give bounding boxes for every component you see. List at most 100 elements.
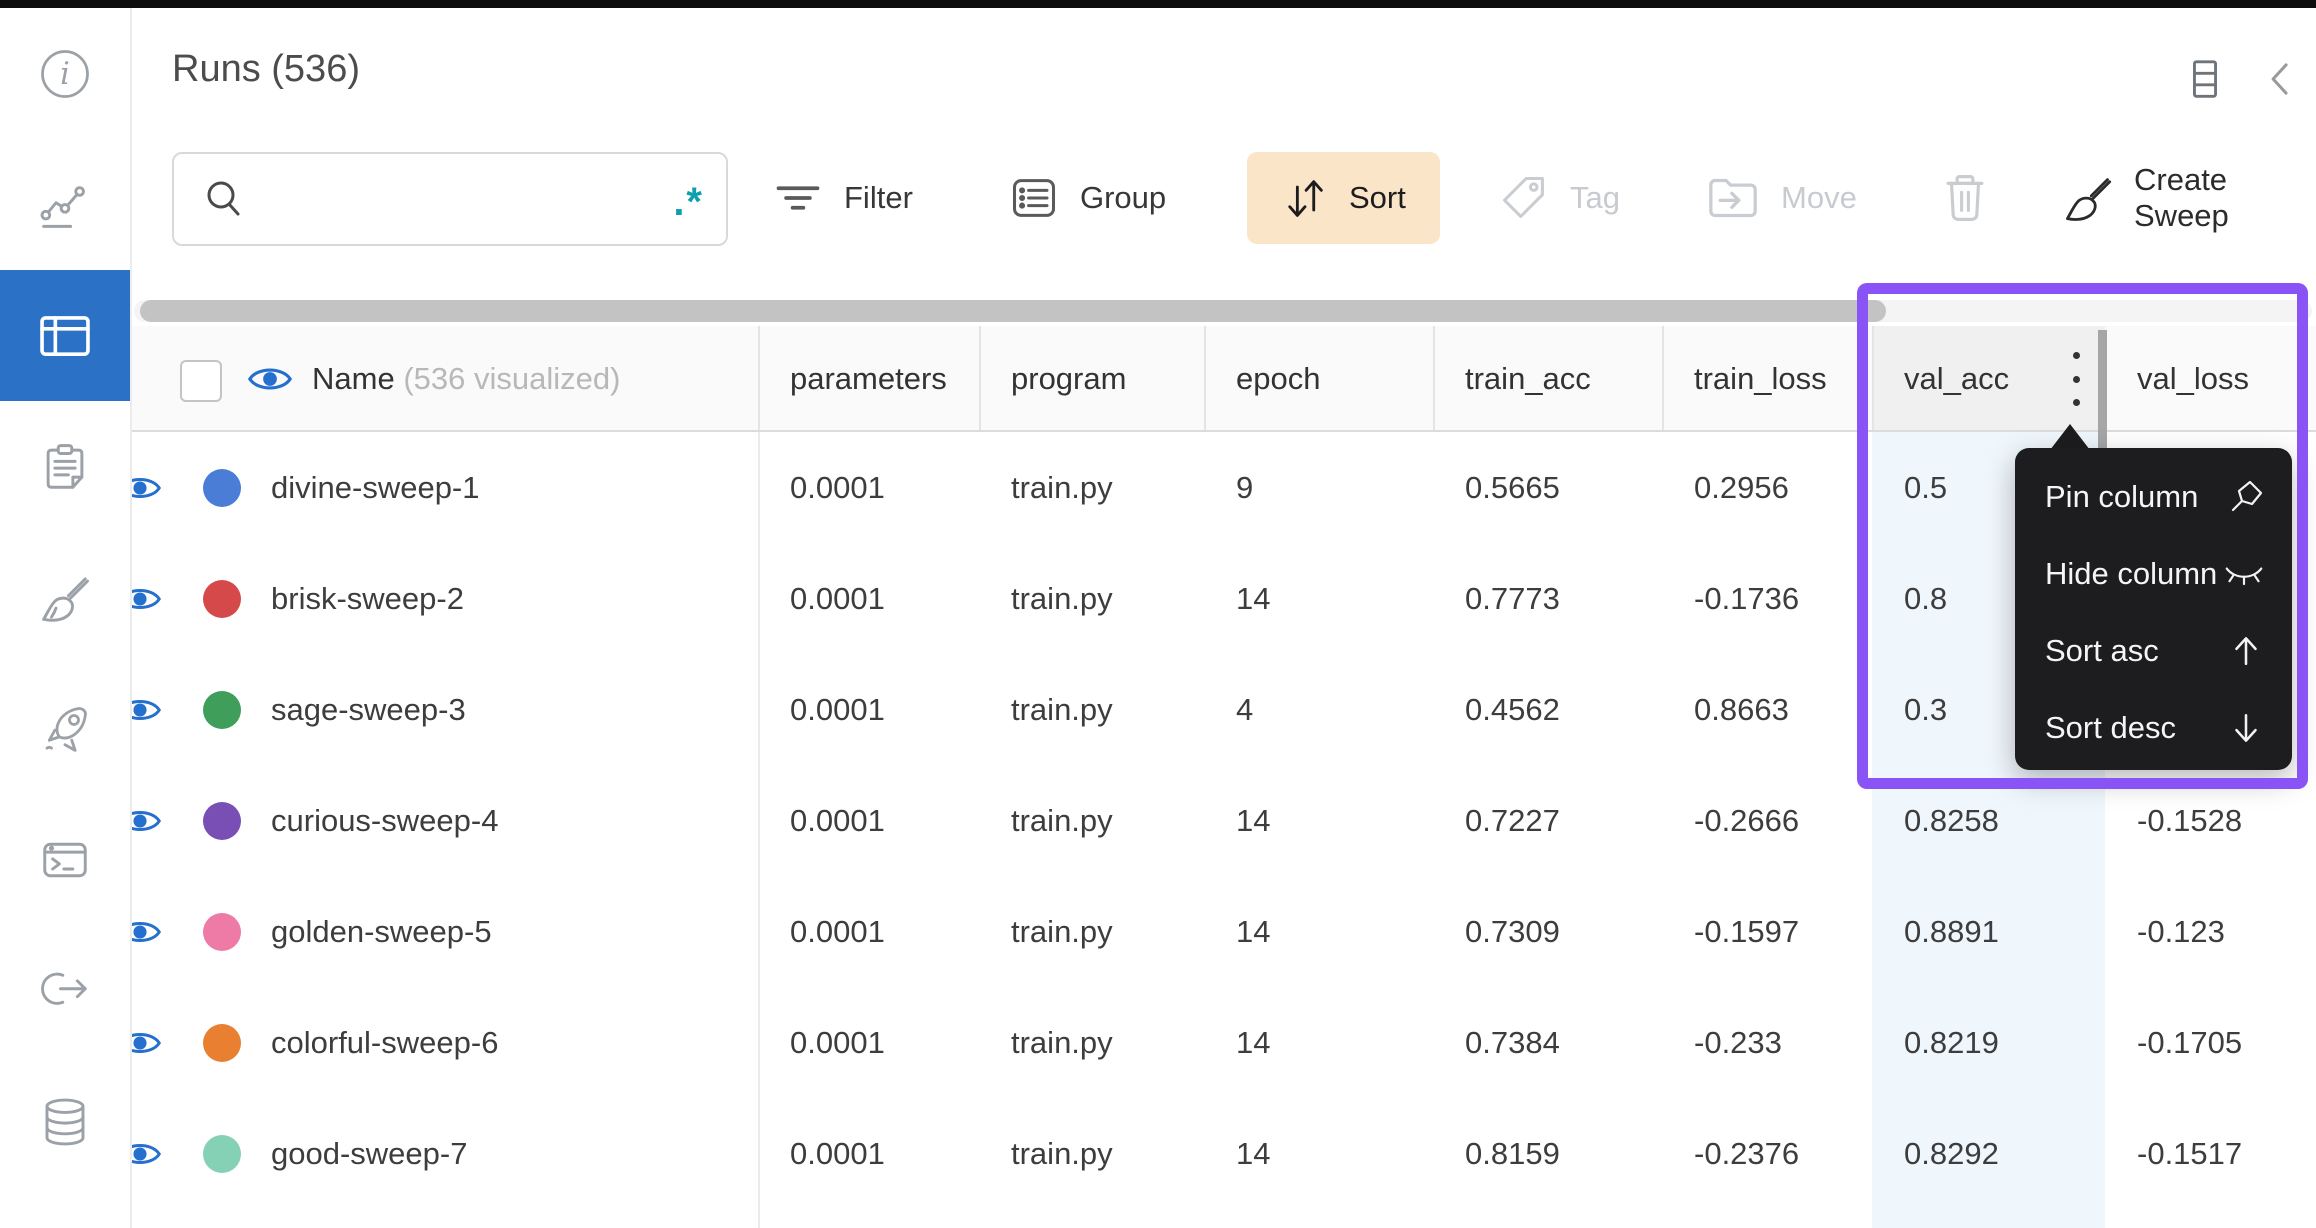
cell-program: train.py (1011, 1025, 1113, 1060)
valacc-column-menu-icon[interactable] (2056, 352, 2096, 406)
select-all-checkbox[interactable] (180, 360, 222, 402)
sort-button[interactable]: Sort (1247, 152, 1440, 244)
sidebar-item-jobs[interactable] (0, 401, 130, 532)
tag-button[interactable]: Tag (1498, 152, 1620, 244)
trash-icon (1938, 171, 1992, 225)
column-header-name[interactable]: Name (536 visualized) (312, 361, 621, 396)
group-label: Group (1080, 180, 1167, 215)
table-row[interactable]: divine-sweep-1 0.0001 train.py 9 0.5665 … (0, 432, 2316, 543)
cell-val-loss: -0.1705 (2137, 1025, 2243, 1060)
table-row[interactable]: brisk-sweep-2 0.0001 train.py 14 0.7773 … (0, 543, 2316, 654)
delete-button[interactable] (1938, 152, 1992, 244)
cell-train-acc: 0.7227 (1465, 803, 1560, 838)
run-name-cell: colorful-sweep-6 (0, 987, 628, 1098)
run-name-cell: brisk-sweep-2 (0, 543, 628, 654)
runs-table-icon (36, 307, 94, 365)
menu-item-hide-column[interactable]: Hide column (2015, 535, 2292, 612)
table-row[interactable]: sage-sweep-3 0.0001 train.py 4 0.4562 0.… (0, 654, 2316, 765)
tag-label: Tag (1570, 180, 1620, 215)
broom-icon (2062, 172, 2114, 224)
cell-val-acc: 0.3 (1904, 692, 1948, 727)
search-icon (200, 175, 248, 223)
group-button[interactable]: Group (1008, 152, 1166, 244)
run-color-dot (203, 912, 241, 951)
run-name-link[interactable]: curious-sweep-4 (271, 802, 499, 838)
run-name-link[interactable]: brisk-sweep-2 (271, 580, 464, 616)
column-divider (1872, 326, 1874, 430)
rocket-icon (38, 702, 92, 756)
run-color-dot (203, 468, 241, 507)
column-header-val-acc[interactable]: val_acc (1904, 361, 2010, 396)
run-name-link[interactable]: sage-sweep-3 (271, 691, 466, 727)
cell-val-acc: 0.8219 (1904, 1025, 1999, 1060)
menu-item-sort-desc[interactable]: Sort desc (2015, 689, 2292, 766)
column-header-epoch[interactable]: epoch (1236, 361, 1321, 396)
cell-epoch: 14 (1236, 914, 1271, 949)
run-name-link[interactable]: divine-sweep-1 (271, 469, 480, 505)
menu-item-sort-asc[interactable]: Sort asc (2015, 612, 2292, 689)
link-out-icon (38, 964, 92, 1018)
visibility-eye-icon[interactable] (248, 362, 292, 396)
cell-epoch: 14 (1236, 1025, 1271, 1060)
sidebar-item-links[interactable] (0, 925, 130, 1056)
sidebar-item-charts[interactable] (0, 139, 130, 270)
table-row[interactable]: good-sweep-7 0.0001 train.py 14 0.8159 -… (0, 1098, 2316, 1209)
clipboard-icon (38, 440, 92, 494)
run-name-cell: curious-sweep-4 (0, 765, 628, 876)
table-row[interactable]: curious-sweep-4 0.0001 train.py 14 0.722… (0, 765, 2316, 876)
columns-panel-icon[interactable] (2182, 56, 2228, 102)
cell-train-loss: -0.1736 (1694, 581, 1800, 616)
cell-parameters: 0.0001 (790, 803, 885, 838)
column-header-train-acc[interactable]: train_acc (1465, 361, 1591, 396)
sidebar: i (0, 8, 132, 1228)
column-divider (1662, 326, 1664, 430)
sidebar-item-runs-table[interactable] (0, 270, 130, 401)
regex-toggle-icon[interactable]: .* (673, 180, 704, 224)
cell-train-acc: 0.8159 (1465, 1136, 1560, 1171)
table-row[interactable]: colorful-sweep-6 0.0001 train.py 14 0.73… (0, 987, 2316, 1098)
move-button[interactable]: Move (1705, 152, 1857, 244)
cell-epoch: 14 (1236, 803, 1271, 838)
cell-parameters: 0.0001 (790, 1136, 885, 1171)
collapse-chevron-icon[interactable] (2262, 59, 2296, 99)
column-header-parameters[interactable]: parameters (790, 361, 947, 396)
cell-program: train.py (1011, 692, 1113, 727)
arrow-down-icon (2228, 710, 2264, 746)
table-row[interactable]: golden-sweep-5 0.0001 train.py 14 0.7309… (0, 876, 2316, 987)
run-color-dot (203, 1023, 241, 1062)
sidebar-item-logs[interactable] (0, 794, 130, 925)
cell-epoch: 9 (1236, 470, 1254, 505)
column-divider (1204, 326, 1206, 430)
column-header-program[interactable]: program (1011, 361, 1127, 396)
horizontal-scrollbar-thumb[interactable] (140, 300, 1886, 322)
column-header-val-loss[interactable]: val_loss (2137, 361, 2249, 396)
sidebar-item-sweeps[interactable] (0, 532, 130, 663)
move-folder-icon (1705, 170, 1761, 226)
run-name-link[interactable]: colorful-sweep-6 (271, 1024, 499, 1060)
cell-epoch: 14 (1236, 1136, 1271, 1171)
sort-label: Sort (1349, 180, 1406, 215)
window-top-edge (0, 0, 2316, 8)
sidebar-item-launch[interactable] (0, 663, 130, 794)
column-header-train-loss[interactable]: train_loss (1694, 361, 1827, 396)
menu-item-pin-column[interactable]: Pin column (2015, 458, 2292, 535)
column-resize-indicator[interactable] (2098, 330, 2107, 456)
filter-icon (772, 172, 824, 224)
svg-text:i: i (60, 57, 70, 92)
create-sweep-label: Create Sweep (2134, 162, 2229, 233)
sidebar-item-overview[interactable]: i (0, 8, 130, 139)
search-input[interactable] (266, 168, 674, 230)
cell-val-loss: -0.1528 (2137, 803, 2243, 838)
cell-val-acc: 0.8292 (1904, 1136, 1999, 1171)
run-name-link[interactable]: golden-sweep-5 (271, 913, 492, 949)
page-title: Runs (536) (172, 48, 360, 90)
create-sweep-button[interactable]: Create Sweep (2062, 152, 2316, 244)
run-name-link[interactable]: good-sweep-7 (271, 1135, 468, 1171)
filter-button[interactable]: Filter (772, 152, 913, 244)
table-header-border (130, 430, 2316, 432)
sidebar-item-artifacts[interactable] (0, 1056, 130, 1187)
cell-val-acc: 0.5 (1904, 470, 1948, 505)
arrow-up-icon (2228, 633, 2264, 669)
run-name-cell: divine-sweep-1 (0, 432, 628, 543)
cell-train-loss: -0.1597 (1694, 914, 1800, 949)
